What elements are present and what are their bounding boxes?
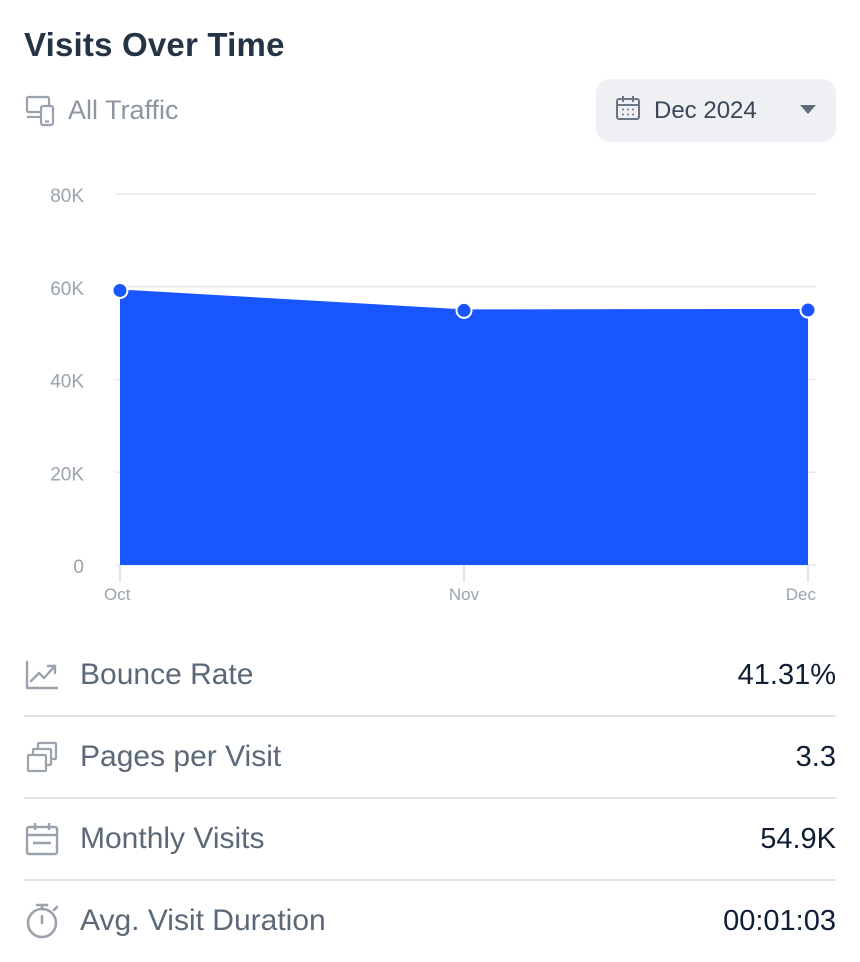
metric-label: Monthly Visits: [80, 822, 265, 855]
area-series: [120, 290, 808, 565]
y-tick-label: 20K: [50, 464, 84, 485]
pages-icon: [24, 737, 64, 777]
visits-area-chart: 0 20K 40K 60K 80K Oct Nov Dec: [50, 186, 817, 604]
divider: [24, 715, 836, 717]
data-point: [111, 281, 129, 299]
traffic-label: All Traffic: [68, 94, 179, 125]
x-tick-label: Dec: [786, 585, 817, 604]
date-picker[interactable]: Dec 2024: [596, 79, 836, 142]
y-tick-label: 0: [73, 557, 84, 578]
calendar-icon: [24, 819, 64, 859]
x-tick-label: Nov: [449, 585, 480, 604]
devices-icon: [24, 93, 58, 127]
metric-value: 3.3: [795, 740, 836, 773]
data-point: [799, 301, 817, 319]
metric-row-pages-per-visit: Pages per Visit 3.3: [24, 716, 836, 798]
metric-value: 00:01:03: [723, 904, 836, 937]
y-tick-label: 80K: [50, 186, 84, 207]
y-tick-label: 60K: [50, 279, 84, 300]
metric-value: 41.31%: [737, 658, 836, 691]
page-title: Visits Over Time: [24, 26, 285, 63]
metric-row-bounce-rate: Bounce Rate 41.31%: [24, 634, 836, 716]
divider: [24, 879, 836, 881]
caret-down-icon: [798, 102, 818, 120]
metric-row-monthly-visits: Monthly Visits 54.9K: [24, 798, 836, 880]
metric-label: Pages per Visit: [80, 740, 282, 773]
metric-label: Avg. Visit Duration: [80, 904, 326, 937]
date-picker-value: Dec 2024: [654, 96, 757, 124]
metric-label: Bounce Rate: [80, 658, 254, 691]
y-tick-label: 40K: [50, 372, 84, 393]
x-tick-label: Oct: [104, 585, 131, 604]
divider: [24, 797, 836, 799]
data-point: [455, 301, 473, 319]
trend-down-icon: [24, 655, 64, 695]
traffic-filter[interactable]: All Traffic: [24, 92, 179, 128]
metric-value: 54.9K: [760, 822, 836, 855]
stopwatch-icon: [24, 901, 64, 941]
calendar-icon: [614, 94, 642, 127]
metric-row-avg-visit-duration: Avg. Visit Duration 00:01:03: [24, 880, 836, 962]
